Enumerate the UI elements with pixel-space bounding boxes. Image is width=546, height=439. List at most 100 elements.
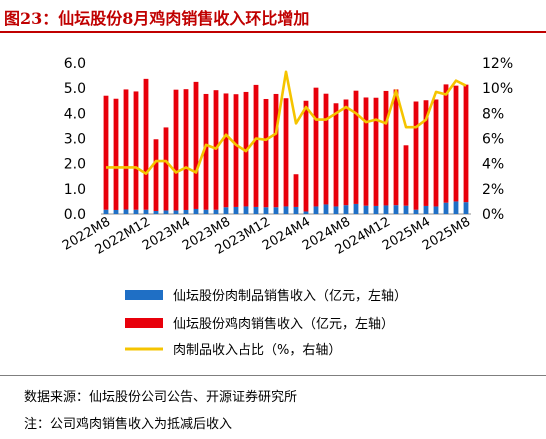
meat-products-bar <box>463 202 469 214</box>
meat-products-bar <box>163 210 169 214</box>
meat-products-bar <box>323 204 329 214</box>
meat-products-bar <box>293 206 299 214</box>
right-axis-tick-label: 2% <box>482 182 504 198</box>
chicken-revenue-bar <box>393 89 399 206</box>
chicken-revenue-bar <box>213 90 219 210</box>
chicken-revenue-bar <box>413 101 419 210</box>
meat-products-bar <box>453 201 459 214</box>
chicken-revenue-bar <box>383 90 389 206</box>
chicken-revenue-bar <box>173 89 179 211</box>
meat-products-bar <box>373 205 379 214</box>
chicken-revenue-bar <box>433 99 439 207</box>
chicken-revenue-bar <box>353 90 359 204</box>
meat-products-bar <box>383 205 389 214</box>
footnote: 注：公司鸡肉销售收入为抵减后收入 <box>24 417 233 432</box>
chicken-revenue-bar <box>193 81 199 209</box>
meat-products-bar <box>333 206 339 214</box>
meat-products-bar <box>173 210 179 214</box>
chicken-revenue-bar <box>323 93 329 205</box>
left-axis-ticks: 0.0 1.0 2.0 3.0 4.0 5.0 6.0 <box>64 56 86 223</box>
meat-products-bar <box>273 207 279 214</box>
chicken-revenue-bar <box>263 98 269 208</box>
meat-products-bar <box>103 209 109 214</box>
meat-products-bar <box>133 209 139 214</box>
chicken-revenue-bar <box>203 93 209 210</box>
meat-products-bar <box>253 206 259 214</box>
left-axis-tick-label: 1.0 <box>64 182 86 198</box>
legend: 仙坛股份肉制品销售收入（亿元，左轴） 仙坛股份鸡肉销售收入（亿元，左轴） 肉制品收入… <box>125 288 407 358</box>
right-axis-tick-label: 6% <box>482 132 504 148</box>
x-axis-ticks: 2022M82022M122023M42023M82023M122024M420… <box>60 214 473 257</box>
left-axis-tick-label: 6.0 <box>64 56 86 72</box>
meat-products-bar <box>203 209 209 214</box>
figure-title: 图23：仙坛股份8月鸡肉销售收入环比增加 <box>4 9 310 28</box>
right-axis-tick-label: 4% <box>482 157 504 173</box>
left-axis-tick-label: 0.0 <box>64 207 86 223</box>
meat-ratio-line <box>106 70 467 175</box>
meat-products-bar <box>303 211 309 214</box>
legend-meat-products-label: 仙坛股份肉制品销售收入（亿元，左轴） <box>173 288 407 304</box>
meat-products-bar <box>263 207 269 214</box>
line-layer <box>106 70 467 175</box>
chicken-revenue-bar <box>143 78 149 210</box>
legend-chicken-label: 仙坛股份鸡肉销售收入（亿元，左轴） <box>173 316 394 332</box>
meat-products-bar <box>363 205 369 214</box>
chicken-revenue-bar <box>423 100 429 206</box>
chicken-revenue-bar <box>373 97 379 206</box>
chart: 0.0 1.0 2.0 3.0 4.0 5.0 6.0 0% 2% 4% 6% 8% 10% 12% 2… <box>60 56 513 358</box>
chicken-revenue-bar <box>113 98 119 210</box>
chicken-revenue-bar <box>333 103 339 207</box>
meat-products-bar <box>243 206 249 214</box>
chicken-revenue-bar <box>303 100 309 212</box>
left-axis-tick-label: 3.0 <box>64 132 86 148</box>
meat-products-bar <box>183 209 189 214</box>
meat-products-bar <box>233 206 239 214</box>
chicken-revenue-bar <box>123 89 129 210</box>
meat-products-bar <box>223 207 229 214</box>
right-axis-ticks: 0% 2% 4% 6% 8% 10% 12% <box>482 56 513 223</box>
chicken-revenue-bar <box>233 94 239 207</box>
meat-products-bar <box>393 205 399 214</box>
footer-divider <box>0 375 546 376</box>
source-note: 数据来源：仙坛股份公司公告、开源证券研究所 <box>24 390 298 405</box>
meat-products-bar <box>403 205 409 214</box>
meat-products-bar <box>433 206 439 214</box>
meat-products-bar <box>113 209 119 214</box>
left-axis-tick-label: 5.0 <box>64 81 86 97</box>
chicken-revenue-bar <box>103 95 109 210</box>
meat-products-bar <box>213 209 219 214</box>
legend-ratio-label: 肉制品收入占比（%，右轴） <box>173 343 341 358</box>
chicken-revenue-bar <box>153 139 159 211</box>
chicken-revenue-bar <box>403 145 409 206</box>
right-axis-tick-label: 10% <box>482 81 513 97</box>
chicken-revenue-bar <box>453 85 459 202</box>
chicken-revenue-bar <box>283 98 289 207</box>
chicken-revenue-bar <box>133 91 139 210</box>
meat-products-bar <box>193 208 199 214</box>
meat-products-bar <box>313 206 319 214</box>
meat-products-bar <box>153 210 159 214</box>
chicken-revenue-bar <box>363 97 369 206</box>
chicken-revenue-bar <box>313 87 319 207</box>
meat-products-bar <box>423 205 429 214</box>
meat-products-bar <box>123 209 129 214</box>
right-axis-tick-label: 8% <box>482 106 504 122</box>
right-axis-tick-label: 0% <box>482 207 504 223</box>
chicken-revenue-bar <box>463 84 469 203</box>
meat-products-bar <box>353 203 359 214</box>
chicken-revenue-bar <box>183 89 189 210</box>
chicken-revenue-bar <box>163 127 169 211</box>
meat-products-bar <box>413 209 419 214</box>
meat-products-bar <box>143 209 149 214</box>
left-axis-tick-label: 2.0 <box>64 157 86 173</box>
meat-products-bar <box>443 202 449 214</box>
chicken-revenue-bar <box>253 84 259 207</box>
chicken-revenue-bar <box>223 93 229 208</box>
bars-layer <box>103 78 469 214</box>
meat-products-bar <box>283 206 289 214</box>
legend-chicken-swatch <box>125 318 163 328</box>
legend-meat-products-swatch <box>125 290 163 300</box>
chicken-revenue-bar <box>343 99 349 206</box>
meat-products-bar <box>343 205 349 214</box>
chicken-revenue-bar <box>273 93 279 208</box>
